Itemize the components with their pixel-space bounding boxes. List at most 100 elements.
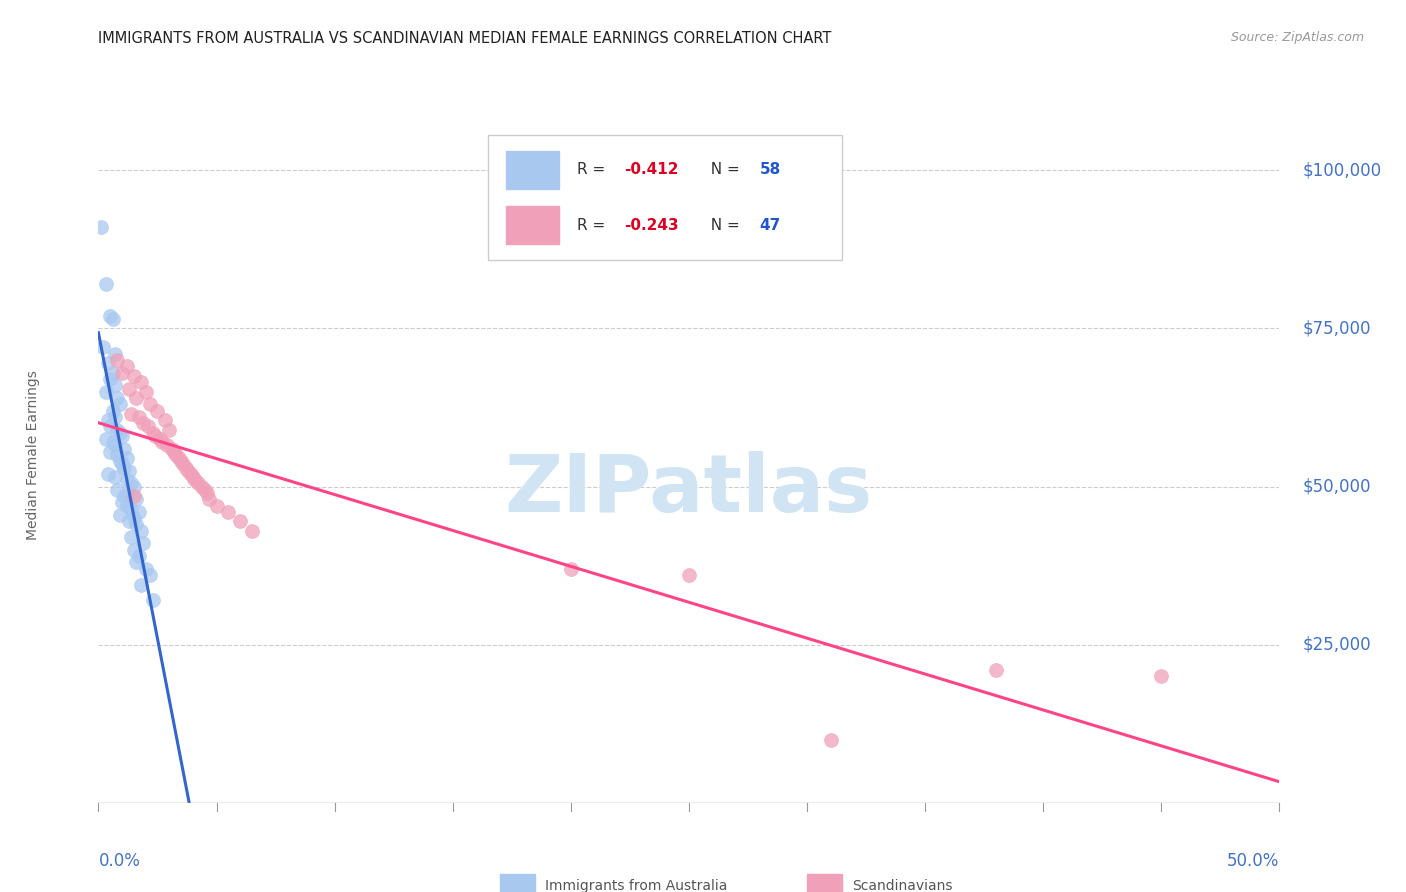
Point	[129, 375, 152, 389]
Point	[105, 423, 128, 437]
Text: 58: 58	[759, 162, 782, 178]
Text: N =: N =	[700, 218, 744, 233]
Point	[122, 542, 145, 557]
Point	[240, 524, 263, 538]
Point	[101, 312, 124, 326]
Point	[187, 476, 209, 491]
Point	[129, 524, 152, 538]
Text: Source: ZipAtlas.com: Source: ZipAtlas.com	[1230, 31, 1364, 45]
Point	[139, 568, 162, 582]
Point	[104, 438, 127, 452]
Point	[129, 577, 152, 591]
Point	[195, 486, 218, 500]
Point	[128, 505, 150, 519]
Point	[118, 382, 141, 396]
Bar	[807, 874, 842, 892]
Point	[118, 514, 141, 528]
Point	[94, 277, 117, 292]
Point	[181, 470, 204, 484]
Point	[111, 429, 134, 443]
Text: $100,000: $100,000	[1303, 161, 1382, 179]
Point	[128, 409, 150, 424]
Text: Median Female Earnings: Median Female Earnings	[27, 370, 41, 540]
Point	[160, 442, 183, 456]
Text: 50.0%: 50.0%	[1227, 852, 1279, 870]
Point	[111, 458, 134, 472]
Point	[121, 530, 143, 544]
Point	[90, 220, 112, 235]
Point	[121, 476, 143, 491]
Text: Immigrants from Australia: Immigrants from Australia	[546, 880, 727, 892]
Point	[122, 479, 145, 493]
Point	[115, 499, 138, 513]
Point	[111, 366, 134, 380]
Point	[101, 435, 124, 450]
Point	[170, 454, 193, 468]
Point	[132, 536, 155, 550]
Point	[98, 309, 121, 323]
Point	[101, 403, 124, 417]
Point	[174, 460, 197, 475]
Text: R =: R =	[576, 218, 610, 233]
Point	[125, 556, 148, 570]
Point	[115, 451, 138, 466]
Point	[94, 384, 117, 399]
Point	[105, 391, 128, 405]
Point	[229, 514, 252, 528]
FancyBboxPatch shape	[488, 135, 842, 260]
Point	[115, 359, 138, 374]
Point	[205, 499, 228, 513]
Point	[104, 378, 127, 392]
Point	[94, 432, 117, 446]
Point	[101, 366, 124, 380]
Point	[125, 517, 148, 532]
Point	[105, 353, 128, 368]
Point	[112, 489, 135, 503]
Point	[150, 435, 173, 450]
Point	[115, 473, 138, 487]
Point	[139, 397, 162, 411]
Text: Scandinavians: Scandinavians	[852, 880, 952, 892]
Point	[1150, 669, 1173, 683]
Point	[122, 511, 145, 525]
Point	[132, 417, 155, 431]
Bar	[501, 874, 536, 892]
Point	[984, 663, 1007, 677]
Point	[112, 460, 135, 475]
Point	[98, 444, 121, 458]
Point	[149, 432, 172, 446]
Text: $25,000: $25,000	[1303, 636, 1372, 654]
Point	[121, 407, 143, 421]
Point	[153, 413, 176, 427]
Point	[105, 448, 128, 462]
Point	[167, 451, 190, 466]
Point	[104, 470, 127, 484]
Point	[177, 464, 200, 478]
Point	[217, 505, 239, 519]
Point	[98, 419, 121, 434]
Point	[678, 568, 700, 582]
Point	[156, 438, 179, 452]
Text: 47: 47	[759, 218, 782, 233]
Text: N =: N =	[700, 162, 744, 178]
Point	[118, 486, 141, 500]
Point	[184, 473, 207, 487]
Point	[165, 448, 187, 462]
Text: $50,000: $50,000	[1303, 477, 1372, 496]
Text: 0.0%: 0.0%	[98, 852, 141, 870]
Bar	[506, 151, 560, 189]
Point	[194, 483, 217, 497]
Point	[820, 732, 842, 747]
Point	[112, 442, 135, 456]
Point	[122, 368, 145, 383]
Point	[135, 384, 157, 399]
Text: R =: R =	[576, 162, 610, 178]
Point	[142, 425, 165, 440]
Point	[128, 549, 150, 563]
Text: IMMIGRANTS FROM AUSTRALIA VS SCANDINAVIAN MEDIAN FEMALE EARNINGS CORRELATION CHA: IMMIGRANTS FROM AUSTRALIA VS SCANDINAVIA…	[98, 31, 832, 46]
Bar	[506, 206, 560, 244]
Text: ZIPatlas: ZIPatlas	[505, 450, 873, 529]
Text: -0.243: -0.243	[624, 218, 679, 233]
Point	[125, 391, 148, 405]
Point	[191, 479, 214, 493]
